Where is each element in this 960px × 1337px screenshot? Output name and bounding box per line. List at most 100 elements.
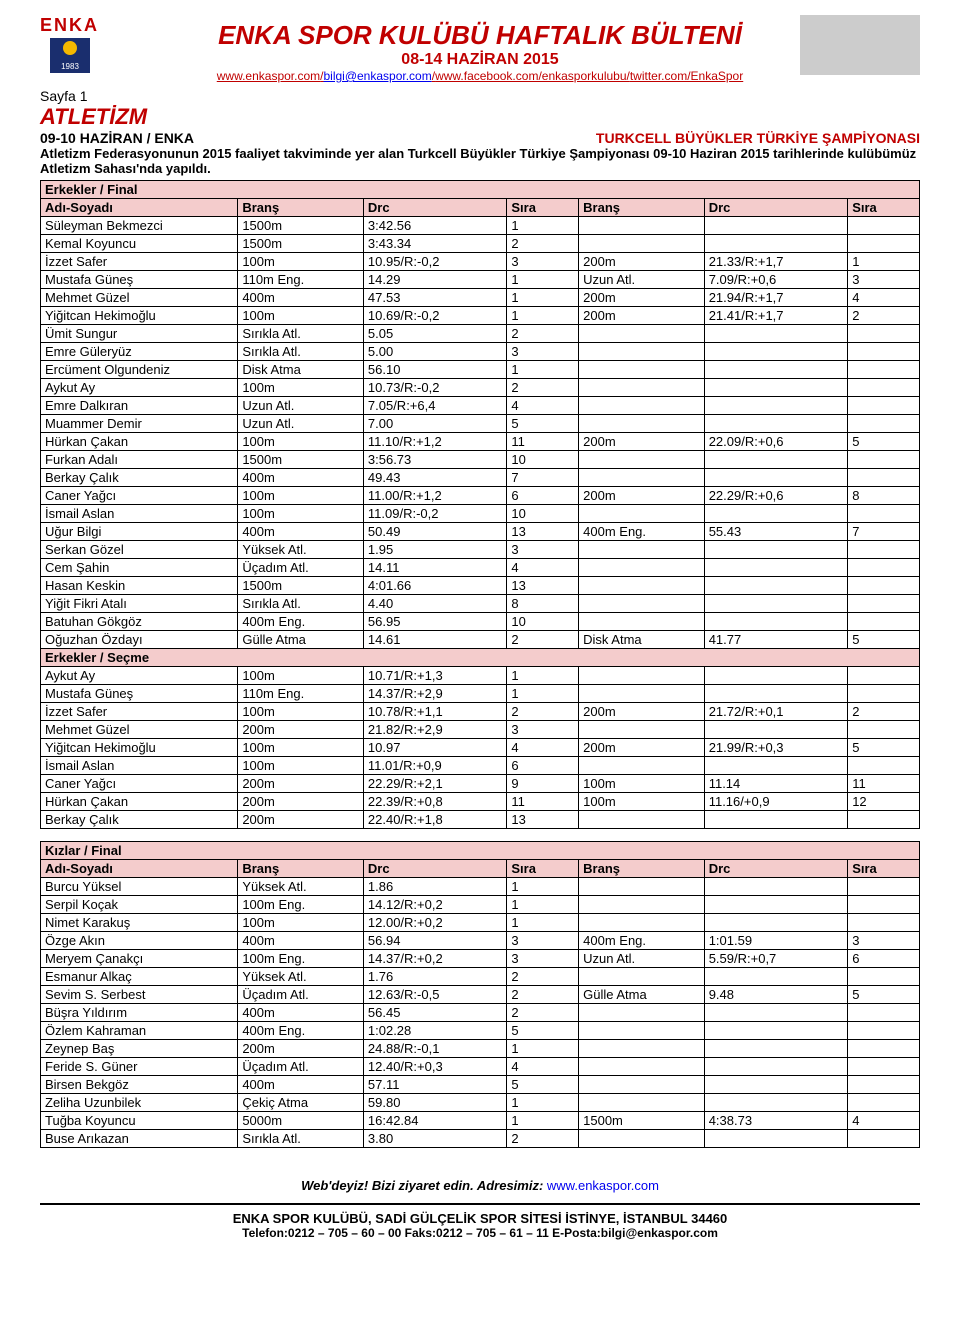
cell: 10.95/R:-0,2 bbox=[363, 253, 507, 271]
cell: 11.00/R:+1,2 bbox=[363, 487, 507, 505]
table-row: Birsen Bekgöz400m57.115 bbox=[41, 1076, 920, 1094]
cell: Birsen Bekgöz bbox=[41, 1076, 238, 1094]
cell: Büşra Yıldırım bbox=[41, 1004, 238, 1022]
link-twitter[interactable]: twitter.com/EnkaSpor bbox=[630, 69, 743, 83]
cell: 400m bbox=[238, 289, 364, 307]
cell bbox=[704, 896, 848, 914]
cell: 400m Eng. bbox=[579, 523, 705, 541]
cell: 1 bbox=[507, 1040, 579, 1058]
cell bbox=[579, 415, 705, 433]
cell: 4:38.73 bbox=[704, 1112, 848, 1130]
bulletin-date: 08-14 HAZİRAN 2015 bbox=[40, 51, 920, 69]
cell bbox=[704, 379, 848, 397]
cell: 49.43 bbox=[363, 469, 507, 487]
cell: 100m bbox=[238, 307, 364, 325]
cell bbox=[579, 1130, 705, 1148]
cell: Serpil Koçak bbox=[41, 896, 238, 914]
link-facebook[interactable]: www.facebook.com/enkasporkulubu bbox=[435, 69, 626, 83]
table-row: Mustafa Güneş110m Eng.14.37/R:+2,91 bbox=[41, 685, 920, 703]
cell: 14.29 bbox=[363, 271, 507, 289]
cell bbox=[704, 685, 848, 703]
table-row: İzzet Safer100m10.95/R:-0,23200m21.33/R:… bbox=[41, 253, 920, 271]
cell: 11.01/R:+0,9 bbox=[363, 757, 507, 775]
cell: 110m Eng. bbox=[238, 271, 364, 289]
cell: 2 bbox=[507, 703, 579, 721]
cell bbox=[848, 896, 920, 914]
cell: 3 bbox=[848, 271, 920, 289]
cell: 5.05 bbox=[363, 325, 507, 343]
cell: Yüksek Atl. bbox=[238, 541, 364, 559]
table-row: Yiğitcan Hekimoğlu100m10.974200m21.99/R:… bbox=[41, 739, 920, 757]
cell bbox=[848, 811, 920, 829]
footer-visit-text: Web'deyiz! Bizi ziyaret edin. Adresimiz: bbox=[301, 1178, 543, 1193]
header-links: www.enkaspor.com/bilgi@enkaspor.com/www.… bbox=[40, 69, 920, 83]
cell: 400m Eng. bbox=[579, 932, 705, 950]
link-email[interactable]: bilgi@enkaspor.com bbox=[323, 69, 431, 83]
cell: 12.00/R:+0,2 bbox=[363, 914, 507, 932]
cell: Kemal Koyuncu bbox=[41, 235, 238, 253]
cell: Mustafa Güneş bbox=[41, 685, 238, 703]
cell: Branş bbox=[238, 199, 364, 217]
cell bbox=[848, 451, 920, 469]
cell: Caner Yağcı bbox=[41, 487, 238, 505]
event-name: TURKCELL BÜYÜKLER TÜRKİYE ŞAMPİYONASI bbox=[596, 130, 920, 146]
cell bbox=[579, 1040, 705, 1058]
table-row: Zeliha UzunbilekÇekiç Atma59.801 bbox=[41, 1094, 920, 1112]
cell: 11.14 bbox=[704, 775, 848, 793]
cell bbox=[848, 878, 920, 896]
footer-visit-link[interactable]: www.enkaspor.com bbox=[547, 1178, 659, 1193]
cell bbox=[704, 343, 848, 361]
link-site[interactable]: www.enkaspor.com bbox=[217, 69, 320, 83]
cell: Esmanur Alkaç bbox=[41, 968, 238, 986]
cell bbox=[579, 878, 705, 896]
cell bbox=[848, 541, 920, 559]
cell: 47.53 bbox=[363, 289, 507, 307]
cell: 3 bbox=[507, 932, 579, 950]
cell: 9 bbox=[507, 775, 579, 793]
table-row: Esmanur AlkaçYüksek Atl.1.762 bbox=[41, 968, 920, 986]
cell: 200m bbox=[579, 253, 705, 271]
women-results-table: Kızlar / FinalAdı-SoyadıBranşDrcSıraBran… bbox=[40, 841, 920, 1148]
cell: Feride S. Güner bbox=[41, 1058, 238, 1076]
cell: 100m bbox=[238, 433, 364, 451]
cell: 14.11 bbox=[363, 559, 507, 577]
cell: 400m Eng. bbox=[238, 1022, 364, 1040]
table-row: Hürkan Çakan100m11.10/R:+1,211200m22.09/… bbox=[41, 433, 920, 451]
cell: 3 bbox=[507, 253, 579, 271]
footer-visit: Web'deyiz! Bizi ziyaret edin. Adresimiz:… bbox=[40, 1178, 920, 1193]
cell bbox=[704, 397, 848, 415]
cell bbox=[704, 613, 848, 631]
table-row: İsmail Aslan100m11.09/R:-0,210 bbox=[41, 505, 920, 523]
table-row: Berkay Çalık400m49.437 bbox=[41, 469, 920, 487]
cell: 22.29/R:+0,6 bbox=[704, 487, 848, 505]
cell bbox=[848, 559, 920, 577]
cell: 1 bbox=[507, 1094, 579, 1112]
footer-contact: Telefon:0212 – 705 – 60 – 00 Faks:0212 –… bbox=[40, 1226, 920, 1240]
cell: Zeliha Uzunbilek bbox=[41, 1094, 238, 1112]
cell: 14.37/R:+0,2 bbox=[363, 950, 507, 968]
cell: 21.99/R:+0,3 bbox=[704, 739, 848, 757]
cell: Gülle Atma bbox=[579, 986, 705, 1004]
table-row: Emre GüleryüzSırıkla Atl.5.003 bbox=[41, 343, 920, 361]
section-label: Erkekler / Seçme bbox=[41, 649, 920, 667]
cell: 400m bbox=[238, 932, 364, 950]
cell bbox=[704, 1022, 848, 1040]
cell bbox=[704, 595, 848, 613]
cell bbox=[579, 896, 705, 914]
cell bbox=[848, 217, 920, 235]
cell: 12 bbox=[848, 793, 920, 811]
cell: 100m bbox=[238, 703, 364, 721]
table-row: Emre DalkıranUzun Atl.7.05/R:+6,44 bbox=[41, 397, 920, 415]
cell bbox=[704, 1058, 848, 1076]
cell: Serkan Gözel bbox=[41, 541, 238, 559]
cell: 21.33/R:+1,7 bbox=[704, 253, 848, 271]
bulletin-title: ENKA SPOR KULÜBÜ HAFTALIK BÜLTENİ bbox=[40, 20, 920, 51]
cell: Yiğitcan Hekimoğlu bbox=[41, 307, 238, 325]
cell bbox=[579, 1076, 705, 1094]
cell bbox=[579, 541, 705, 559]
cell: 2 bbox=[507, 1130, 579, 1148]
cell: 200m bbox=[238, 811, 364, 829]
table-row: Burcu YükselYüksek Atl.1.861 bbox=[41, 878, 920, 896]
cell: 7.00 bbox=[363, 415, 507, 433]
table-row: Mehmet Güzel400m47.531200m21.94/R:+1,74 bbox=[41, 289, 920, 307]
